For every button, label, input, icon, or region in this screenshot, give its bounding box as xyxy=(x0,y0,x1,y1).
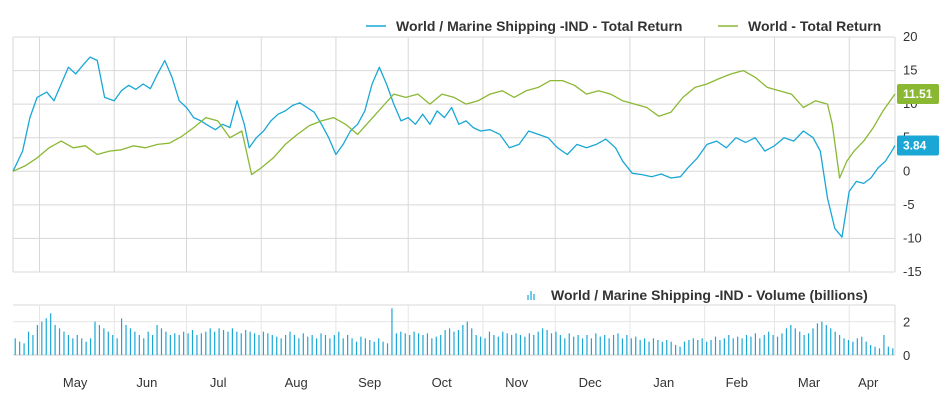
upper-gridlines xyxy=(12,36,896,273)
x-month-label: Apr xyxy=(858,375,879,390)
x-month-label: Dec xyxy=(579,375,603,390)
upper-y-tick-label: 0 xyxy=(903,163,910,178)
legend-label-volume[interactable]: World / Marine Shipping -IND - Volume (b… xyxy=(551,287,868,303)
lower-legend[interactable]: World / Marine Shipping -IND - Volume (b… xyxy=(527,287,868,303)
upper-legend[interactable]: World / Marine Shipping -IND - Total Ret… xyxy=(366,18,881,34)
upper-y-tick-label: -5 xyxy=(903,197,915,212)
legend-label-world[interactable]: World - Total Return xyxy=(748,18,881,34)
lower-y-tick-label: 2 xyxy=(903,315,910,330)
series-line-marine-shipping[interactable] xyxy=(12,56,896,238)
x-month-label: Feb xyxy=(726,375,748,390)
legend-swatch-volume xyxy=(527,291,535,300)
upper-y-tick-label: -10 xyxy=(903,230,922,245)
volume-bars xyxy=(14,308,894,355)
x-month-label: Mar xyxy=(798,375,821,390)
upper-y-tick-label: 20 xyxy=(903,29,917,44)
lower-y-tick-label: 0 xyxy=(903,348,910,363)
x-month-label: Jun xyxy=(136,375,157,390)
x-month-label: Oct xyxy=(432,375,453,390)
x-month-label: Aug xyxy=(285,375,308,390)
x-month-label: Nov xyxy=(505,375,529,390)
series-line-world[interactable] xyxy=(12,69,896,179)
return-lines xyxy=(12,56,896,238)
last-value-badge-marine-shipping xyxy=(897,135,939,156)
last-value-label: 11.51 xyxy=(903,87,933,101)
upper-y-tick-label: 15 xyxy=(903,63,917,78)
upper-y-tick-label: -15 xyxy=(903,264,922,279)
x-month-label: Jan xyxy=(653,375,674,390)
x-axis-month-labels: May Jun Jul Aug Sep Oct Nov Dec Jan Feb Mar Apr xyxy=(63,375,879,390)
last-value-badge-world xyxy=(897,84,939,105)
last-value-badges: 3.84 11.51 xyxy=(897,84,939,156)
legend-label-marine-shipping[interactable]: World / Marine Shipping -IND - Total Ret… xyxy=(396,18,682,34)
x-month-label: Sep xyxy=(358,375,381,390)
last-value-label: 3.84 xyxy=(903,139,927,153)
x-month-label: May xyxy=(63,375,88,390)
x-month-label: Jul xyxy=(210,375,227,390)
